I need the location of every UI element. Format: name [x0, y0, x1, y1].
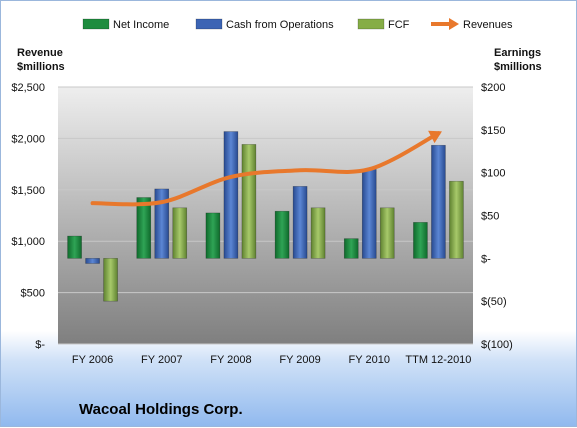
revenue-line	[90, 131, 441, 207]
left-tick-label: $1,000	[11, 236, 45, 248]
right-tick-label: $(50)	[481, 296, 507, 308]
legend-swatch-fcf	[357, 18, 385, 30]
right-tick-label: $150	[481, 125, 505, 137]
grid-lines	[58, 86, 473, 345]
bar-cash-from-operations	[361, 168, 377, 259]
left-axis-label-line1: Revenue	[17, 47, 63, 59]
x-tick-label: TTM 12-2010	[405, 354, 471, 366]
bar-net-income	[205, 212, 221, 259]
x-tick-label: FY 2008	[210, 354, 251, 366]
bar-net-income	[343, 238, 359, 259]
x-tick-label: FY 2007	[141, 354, 182, 366]
legend-arrow-revenues	[449, 18, 459, 30]
legend-swatch-cash-from-operations	[195, 18, 223, 30]
bar-cash-from-operations	[223, 131, 239, 259]
right-tick-label: $200	[481, 82, 505, 94]
bar-cash-from-operations	[85, 258, 100, 264]
bar-net-income	[67, 235, 82, 259]
bar-cash-from-operations	[154, 188, 170, 259]
legend-label-revenues: Revenues	[463, 19, 513, 31]
legend-swatch-net-income	[82, 18, 110, 30]
bar-fcf	[103, 258, 118, 302]
x-tick-label: FY 2009	[279, 354, 320, 366]
bar-fcf	[379, 207, 395, 259]
legend: Net Income Cash from Operations FCF Revenue…	[82, 18, 513, 31]
x-tick-label: FY 2010	[349, 354, 390, 366]
left-tick-label: $2,000	[11, 133, 45, 145]
bars	[67, 131, 464, 302]
axes: $- $500 $1,000 $1,500 $2,000 $2,500 $(100) $(50…	[11, 82, 512, 366]
right-axis-label-line1: Earnings	[494, 47, 541, 59]
bar-fcf	[449, 180, 464, 259]
bar-net-income	[274, 210, 290, 259]
legend-label-fcf: FCF	[388, 19, 410, 31]
plot-area	[58, 87, 473, 344]
revenue-line-arrowhead	[428, 130, 442, 144]
bar-cash-from-operations	[431, 144, 446, 259]
bar-fcf	[172, 207, 188, 259]
bar-net-income	[136, 197, 152, 259]
x-tick-label: FY 2006	[72, 354, 113, 366]
left-tick-label: $500	[21, 288, 45, 300]
right-tick-label: $50	[481, 211, 499, 223]
bar-net-income	[413, 222, 428, 259]
right-tick-label: $-	[481, 253, 491, 265]
left-tick-label: $-	[35, 339, 45, 351]
left-tick-label: $2,500	[11, 82, 45, 94]
revenue-line-layer	[90, 130, 442, 207]
left-axis-label-line2: $millions	[17, 61, 65, 73]
right-tick-label: $100	[481, 168, 505, 180]
right-axis-label-line2: $millions	[494, 61, 542, 73]
legend-label-cash-from-operations: Cash from Operations	[226, 19, 334, 31]
legend-label-net-income: Net Income	[113, 19, 169, 31]
right-tick-label: $(100)	[481, 339, 513, 351]
chart-title: Wacoal Holdings Corp.	[79, 401, 243, 418]
bar-fcf	[310, 207, 326, 259]
left-tick-label: $1,500	[11, 185, 45, 197]
bar-cash-from-operations	[292, 186, 308, 259]
bar-fcf	[241, 144, 257, 259]
